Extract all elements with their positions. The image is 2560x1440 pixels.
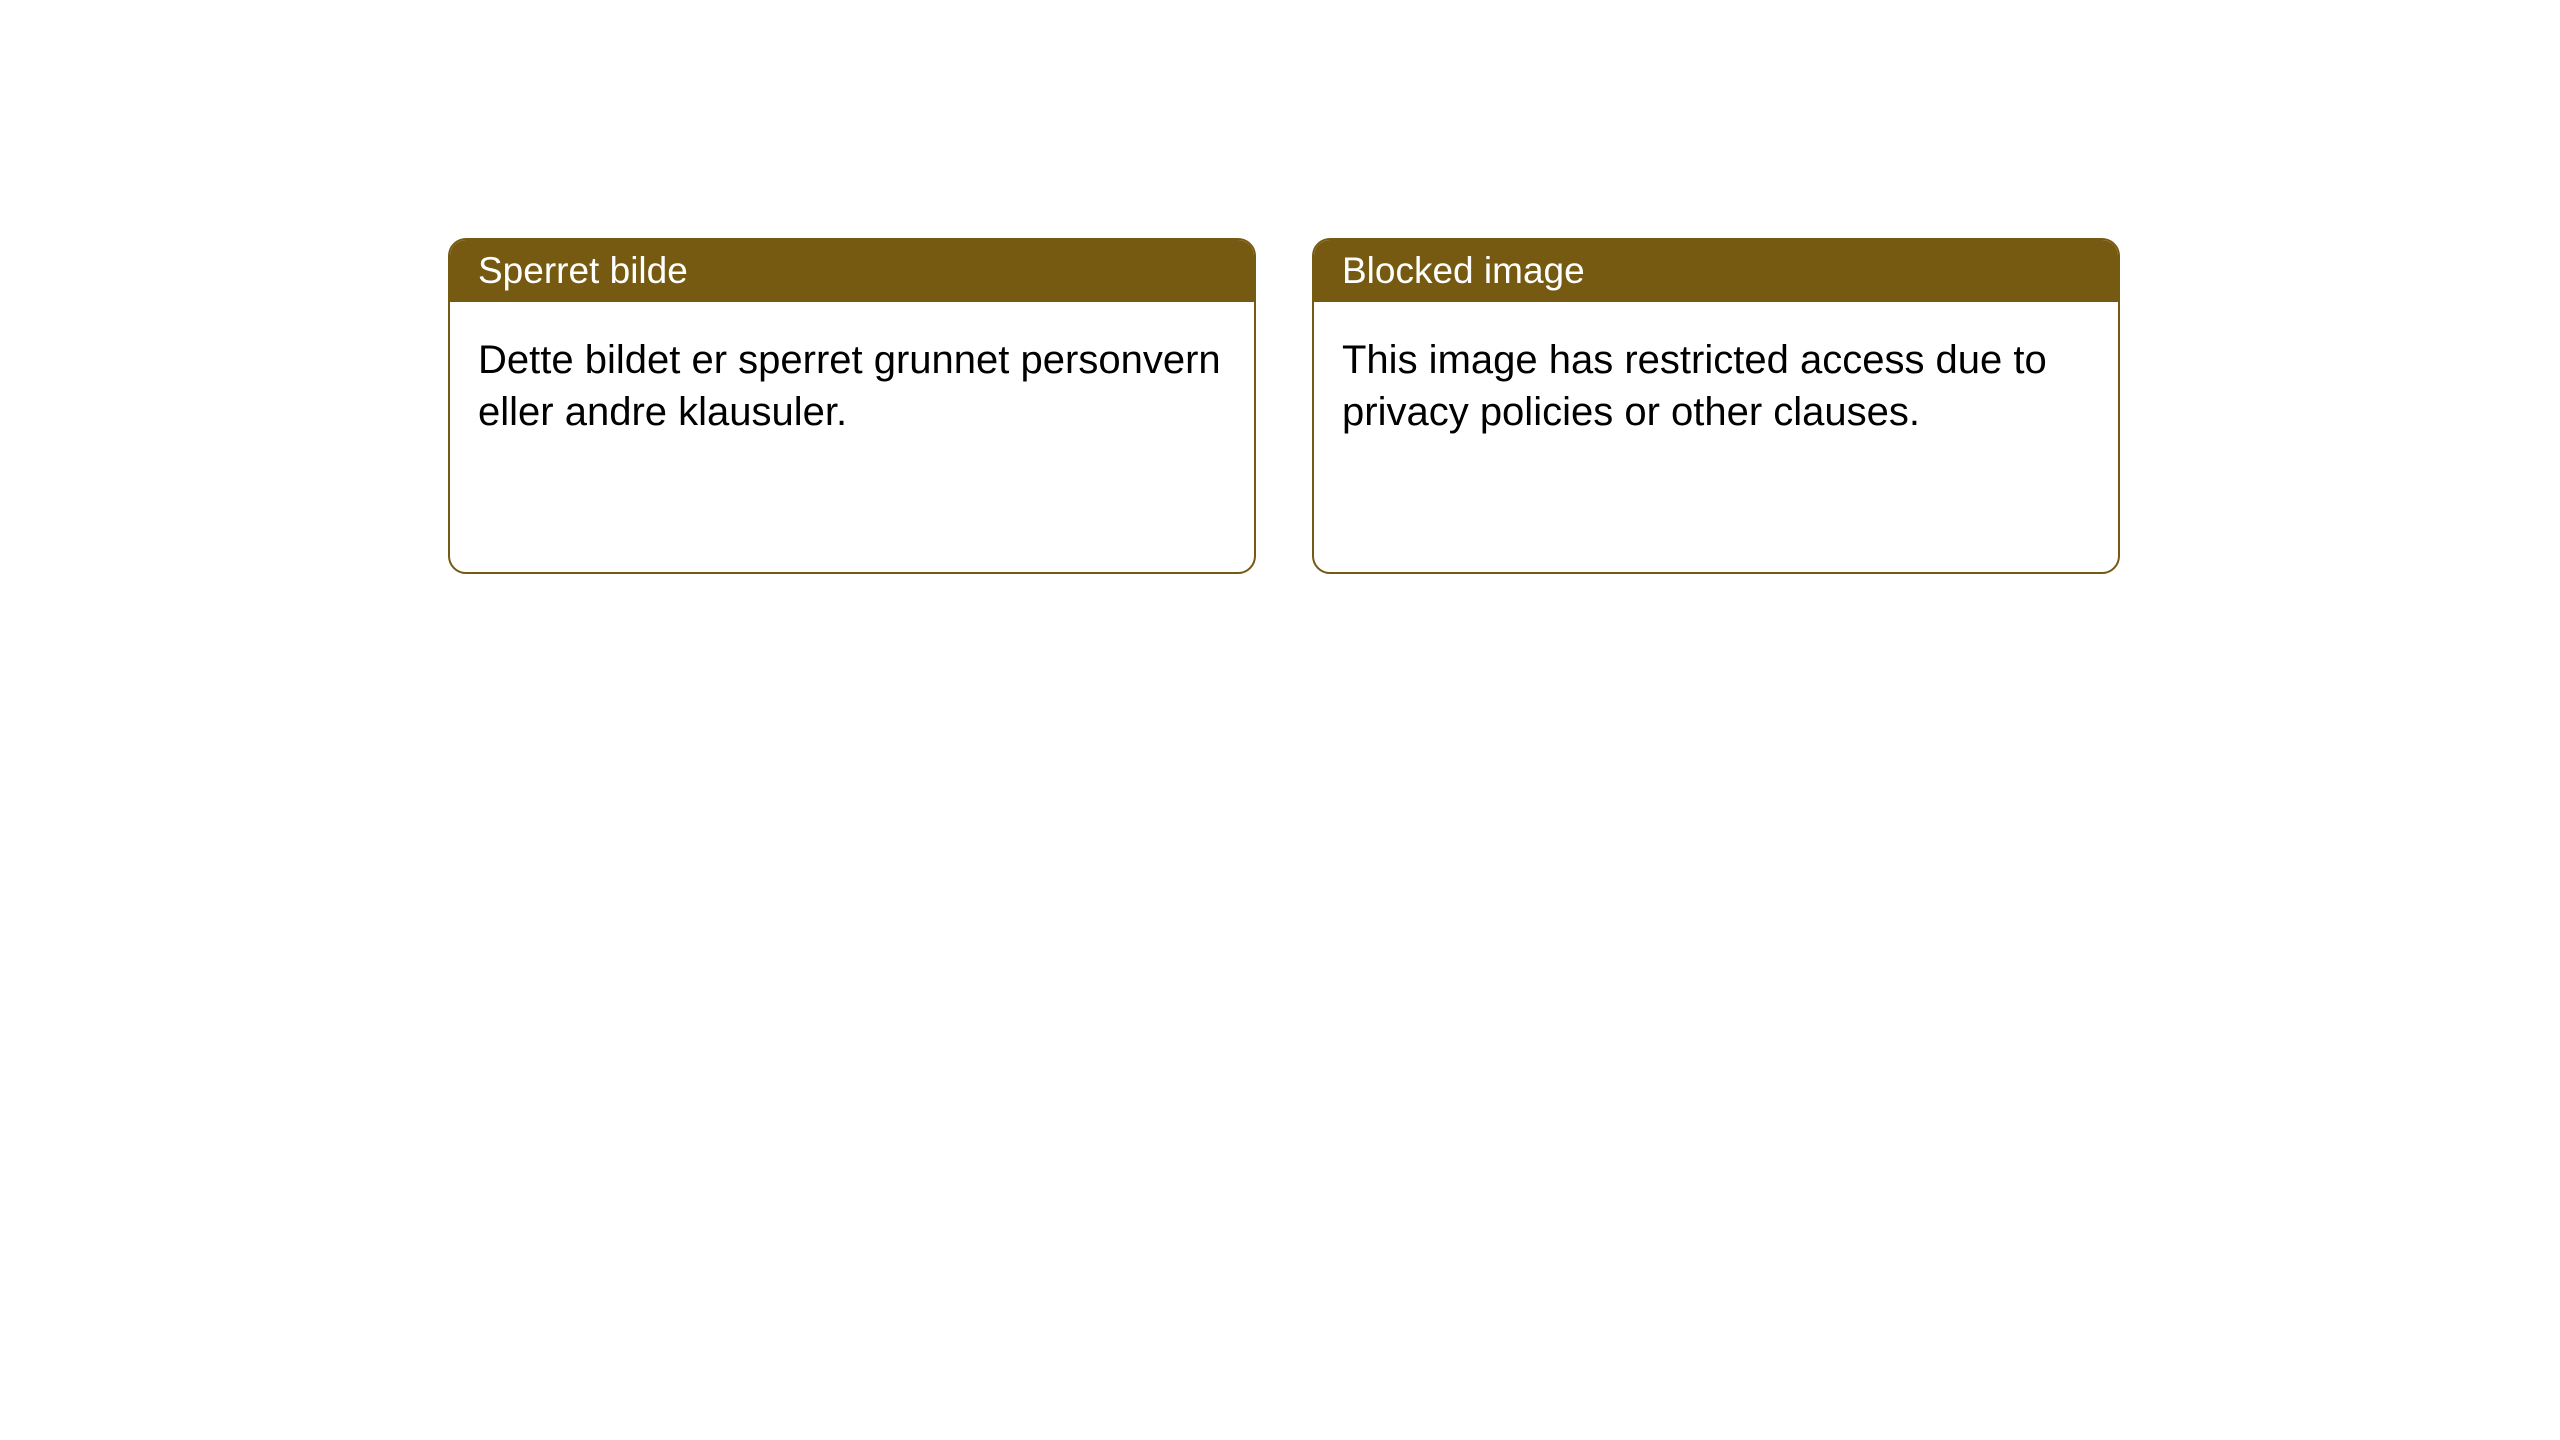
panel-header-label-en: Blocked image bbox=[1342, 250, 1585, 291]
panel-body-text-no: Dette bildet er sperret grunnet personve… bbox=[478, 334, 1226, 438]
panel-header-label-no: Sperret bilde bbox=[478, 250, 688, 291]
panel-body-no: Dette bildet er sperret grunnet personve… bbox=[450, 302, 1254, 572]
panel-header-no: Sperret bilde bbox=[450, 240, 1254, 302]
blocked-image-panel-no: Sperret bilde Dette bildet er sperret gr… bbox=[448, 238, 1256, 574]
panel-body-en: This image has restricted access due to … bbox=[1314, 302, 2118, 572]
panel-header-en: Blocked image bbox=[1314, 240, 2118, 302]
panels-container: Sperret bilde Dette bildet er sperret gr… bbox=[0, 0, 2560, 574]
blocked-image-panel-en: Blocked image This image has restricted … bbox=[1312, 238, 2120, 574]
panel-body-text-en: This image has restricted access due to … bbox=[1342, 334, 2090, 438]
